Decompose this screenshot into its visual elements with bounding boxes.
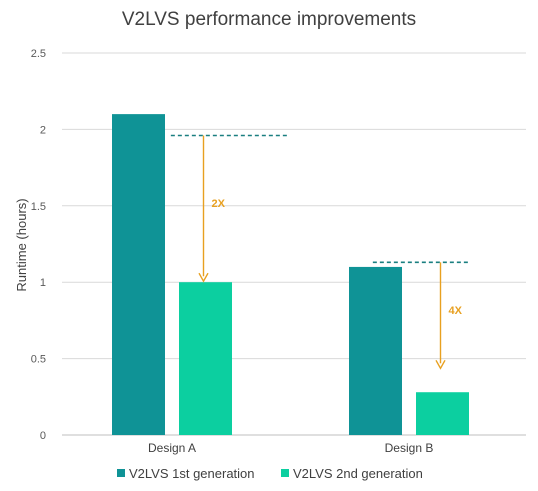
- legend-label: V2LVS 1st generation: [129, 466, 255, 481]
- chart-title: V2LVS performance improvements: [122, 9, 416, 30]
- tick-labels: 0 0.5 1 1.5 2 2.5 Design A Design B: [31, 48, 434, 455]
- y-tick-label: 1.5: [31, 201, 46, 213]
- y-tick-label: 0.5: [31, 354, 46, 366]
- bar-1-design-a: [112, 114, 165, 436]
- arrow-head-icon: [198, 272, 209, 283]
- x-category-label: Design A: [148, 441, 196, 455]
- legend: V2LVS 1st generation V2LVS 2nd generation: [117, 466, 423, 481]
- y-tick-label: 2: [40, 124, 46, 136]
- annotations: 2X 4X: [170, 134, 469, 370]
- y-tick-label: 2.5: [31, 48, 46, 60]
- legend-swatch: [281, 469, 289, 477]
- bar-2-design-a: [179, 282, 232, 435]
- y-tick-label: 1: [40, 277, 46, 289]
- x-category-label: Design B: [385, 441, 434, 455]
- bars: [112, 114, 469, 436]
- bar-2-design-b: [416, 392, 469, 435]
- y-axis-label: Runtime (hours): [14, 198, 29, 291]
- arrow-head-icon: [435, 359, 446, 370]
- improvement-label: 2X: [212, 198, 226, 210]
- legend-label: V2LVS 2nd generation: [293, 466, 423, 481]
- y-tick-label: 0: [40, 430, 46, 442]
- legend-swatch: [117, 469, 125, 477]
- improvement-label: 4X: [449, 305, 463, 317]
- bar-1-design-b: [349, 266, 402, 435]
